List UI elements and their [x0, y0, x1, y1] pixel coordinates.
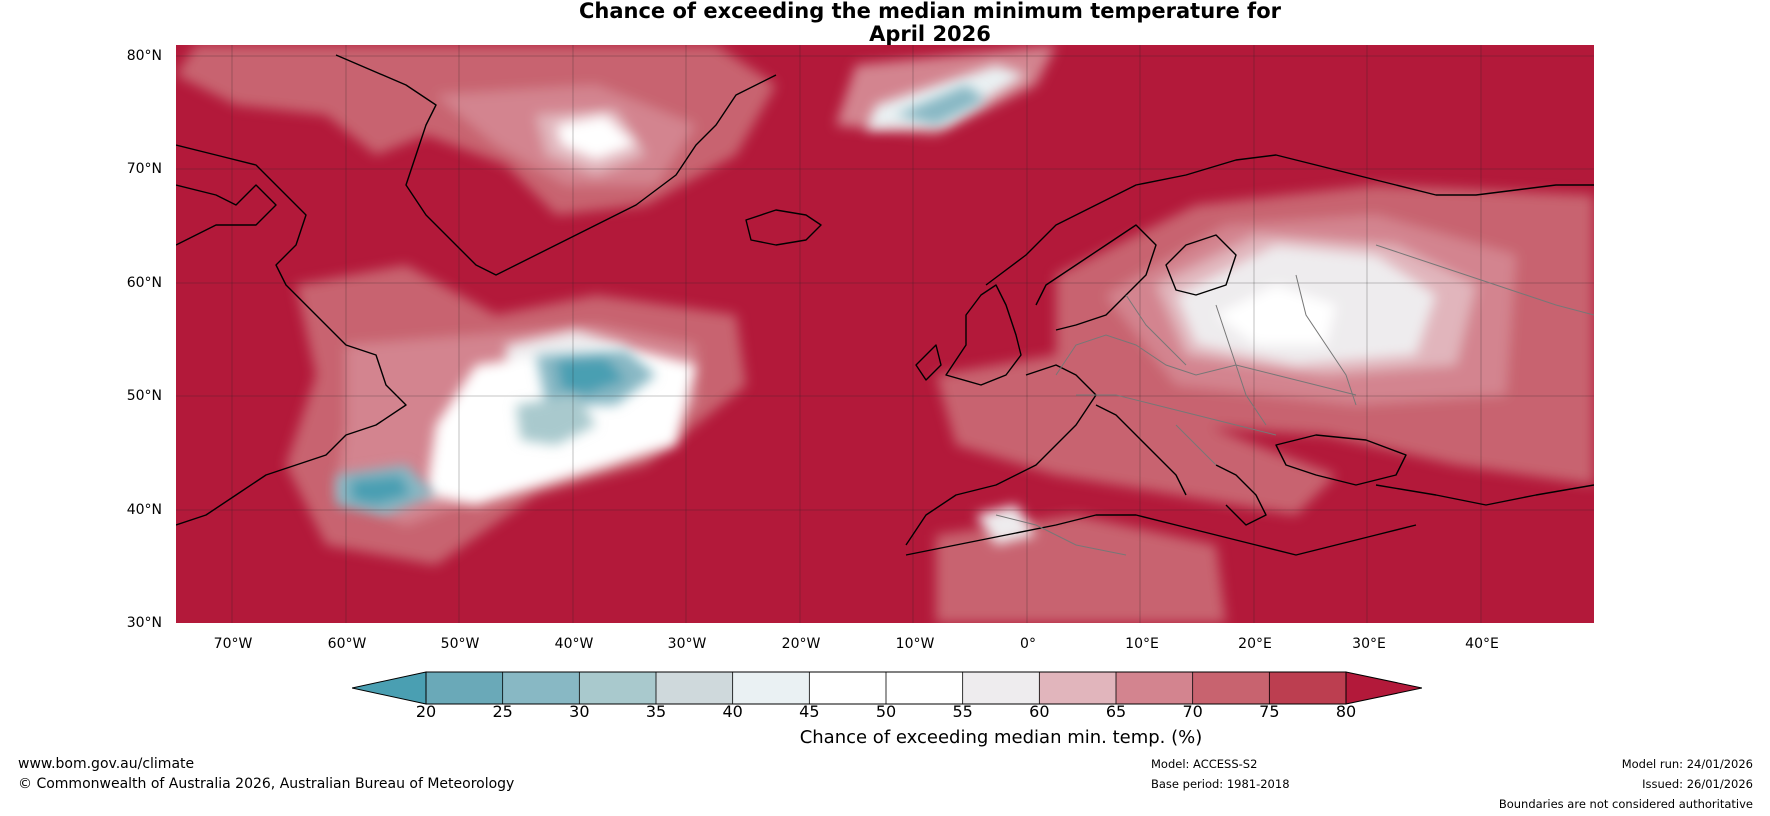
norway-coast	[1035, 224, 1157, 331]
colorbar-tick-label: 70	[1182, 702, 1203, 721]
lat-label-50n: 50°N	[126, 388, 162, 404]
border-line-2	[1125, 294, 1187, 366]
colorbar-tick-label: 60	[1029, 702, 1050, 721]
colorbar-segment	[732, 672, 810, 704]
colorbar-tick-label: 40	[722, 702, 743, 721]
border-line-7	[995, 514, 1127, 556]
border-line-1	[1055, 334, 1357, 396]
lon-label-0: 0°	[1020, 636, 1036, 652]
colorbar	[352, 671, 1422, 705]
colorbar-tick-label: 55	[952, 702, 973, 721]
footer-model: Model: ACCESS-S2	[1151, 757, 1258, 771]
iberia-coast	[905, 364, 1097, 546]
colorbar-segment	[1192, 672, 1270, 704]
lon-label-10w: 10°W	[895, 636, 935, 652]
title-line-2: April 2026	[869, 22, 991, 46]
baltic-coast	[1165, 234, 1237, 296]
graticule	[176, 45, 1594, 623]
lon-label-40e: 40°E	[1465, 636, 1499, 652]
colorbar-tick-label: 20	[415, 702, 437, 721]
ireland-coast	[915, 344, 942, 381]
footer-copyright: © Commonwealth of Australia 2026, Austra…	[18, 776, 515, 792]
british-isles-coast	[945, 284, 1022, 386]
lon-label-20e: 20°E	[1238, 636, 1272, 652]
title-line-1: Chance of exceeding the median minimum t…	[579, 0, 1281, 23]
north-america-coast	[176, 144, 407, 526]
footer-model-run: Model run: 24/01/2026	[1621, 757, 1753, 771]
colorbar-segment	[1116, 672, 1194, 704]
map-title: Chance of exceeding the median minimum t…	[0, 0, 1770, 46]
lat-label-80n: 80°N	[126, 48, 162, 64]
lon-label-40w: 40°W	[554, 636, 594, 652]
colorbar-segment	[886, 672, 964, 704]
anatolia-coast	[1375, 484, 1594, 506]
colorbar-segment	[1269, 672, 1347, 704]
scandinavia-north-coast	[985, 154, 1594, 286]
country-borders	[995, 244, 1594, 556]
colorbar-extend-high	[1345, 671, 1422, 705]
lon-label-30e: 30°E	[1352, 636, 1386, 652]
colorbar-label: Chance of exceeding median min. temp. (%…	[799, 727, 1203, 748]
border-line-3	[1215, 304, 1267, 426]
black-sea-coast	[1275, 434, 1407, 486]
coastlines	[176, 54, 1594, 556]
probability-field-below	[336, 85, 986, 515]
colorbar-segment	[579, 672, 657, 704]
greenland-coast	[335, 54, 777, 276]
lon-label-50w: 50°W	[440, 636, 480, 652]
colorbar-segment	[1039, 672, 1117, 704]
lon-label-60w: 60°W	[327, 636, 367, 652]
map-canvas	[176, 45, 1594, 623]
lat-label-30n: 30°N	[126, 615, 162, 631]
colorbar-tick-label: 50	[875, 702, 897, 721]
iceland-coast	[745, 209, 822, 246]
north-africa-coast	[905, 514, 1417, 556]
colorbar-tick-label: 30	[569, 702, 590, 721]
colorbar-tick-label: 75	[1259, 702, 1280, 721]
lon-label-70w: 70°W	[213, 636, 253, 652]
lat-label-40n: 40°N	[126, 502, 162, 518]
colorbar-tick-label: 80	[1335, 702, 1357, 721]
footer-disclaimer: Boundaries are not considered authoritat…	[1498, 797, 1753, 811]
border-line-6	[1175, 424, 1217, 466]
footer-base-period: Base period: 1981-2018	[1151, 777, 1290, 791]
baffin-coast	[176, 184, 277, 246]
colorbar-segment	[809, 672, 887, 704]
forecast-map	[176, 45, 1594, 623]
colorbar-segment	[426, 672, 504, 704]
colorbar-extend-low	[352, 671, 427, 705]
border-line-4	[1295, 274, 1357, 406]
colorbar-segments	[352, 671, 1422, 705]
italy-coast	[1095, 404, 1187, 496]
colorbar-tick-label: 25	[492, 702, 513, 721]
border-line-5	[1076, 394, 1277, 436]
border-line-8	[1375, 244, 1594, 316]
footer-issued: Issued: 26/01/2026	[1642, 777, 1753, 791]
footer-website[interactable]: www.bom.gov.au/climate	[18, 756, 195, 772]
colorbar-frame	[425, 671, 1347, 705]
colorbar-tick-label: 45	[799, 702, 820, 721]
colorbar-segment	[502, 672, 580, 704]
lat-label-70n: 70°N	[126, 161, 162, 177]
colorbar-tick-label: 35	[645, 702, 667, 721]
colorbar-segment	[656, 672, 734, 704]
colorbar-segment	[962, 672, 1040, 704]
lon-label-30w: 30°W	[667, 636, 707, 652]
lat-label-60n: 60°N	[126, 275, 162, 291]
greece-coast	[1215, 464, 1267, 526]
colorbar-tick-label: 65	[1105, 702, 1127, 721]
lon-label-10e: 10°E	[1125, 636, 1159, 652]
lon-label-20w: 20°W	[781, 636, 821, 652]
